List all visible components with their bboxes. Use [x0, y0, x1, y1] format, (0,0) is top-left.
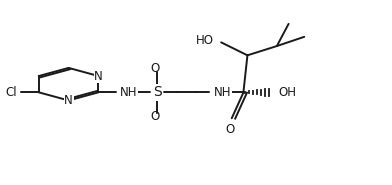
Text: O: O: [151, 110, 160, 123]
Text: O: O: [225, 123, 234, 136]
Text: N: N: [94, 70, 103, 83]
Text: NH: NH: [120, 86, 138, 99]
Text: HO: HO: [196, 34, 214, 47]
Text: S: S: [153, 85, 162, 99]
Text: O: O: [151, 62, 160, 75]
Text: Cl: Cl: [5, 86, 17, 99]
Text: OH: OH: [279, 86, 297, 99]
Text: N: N: [64, 94, 73, 107]
Text: NH: NH: [214, 86, 232, 99]
